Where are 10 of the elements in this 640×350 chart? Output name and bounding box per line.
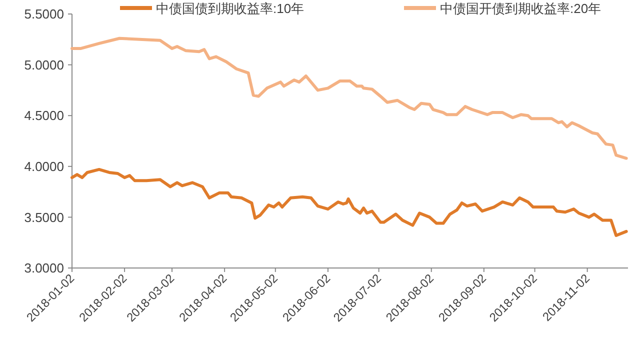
y-tick-label: 4.0000 <box>24 158 64 174</box>
legend-label: 中债国债到期收益率:10年 <box>156 1 304 16</box>
line-series <box>70 168 628 237</box>
legend-label: 中债国开债到期收益率:20年 <box>440 1 602 16</box>
line-series <box>70 36 628 160</box>
y-tick-label: 3.5000 <box>24 210 64 225</box>
y-tick-label: 5.0000 <box>24 57 64 72</box>
y-tick-label: 3.0000 <box>24 260 64 276</box>
y-tick-label: 5.5000 <box>24 6 64 22</box>
y-tick-label: 4.5000 <box>24 108 64 124</box>
